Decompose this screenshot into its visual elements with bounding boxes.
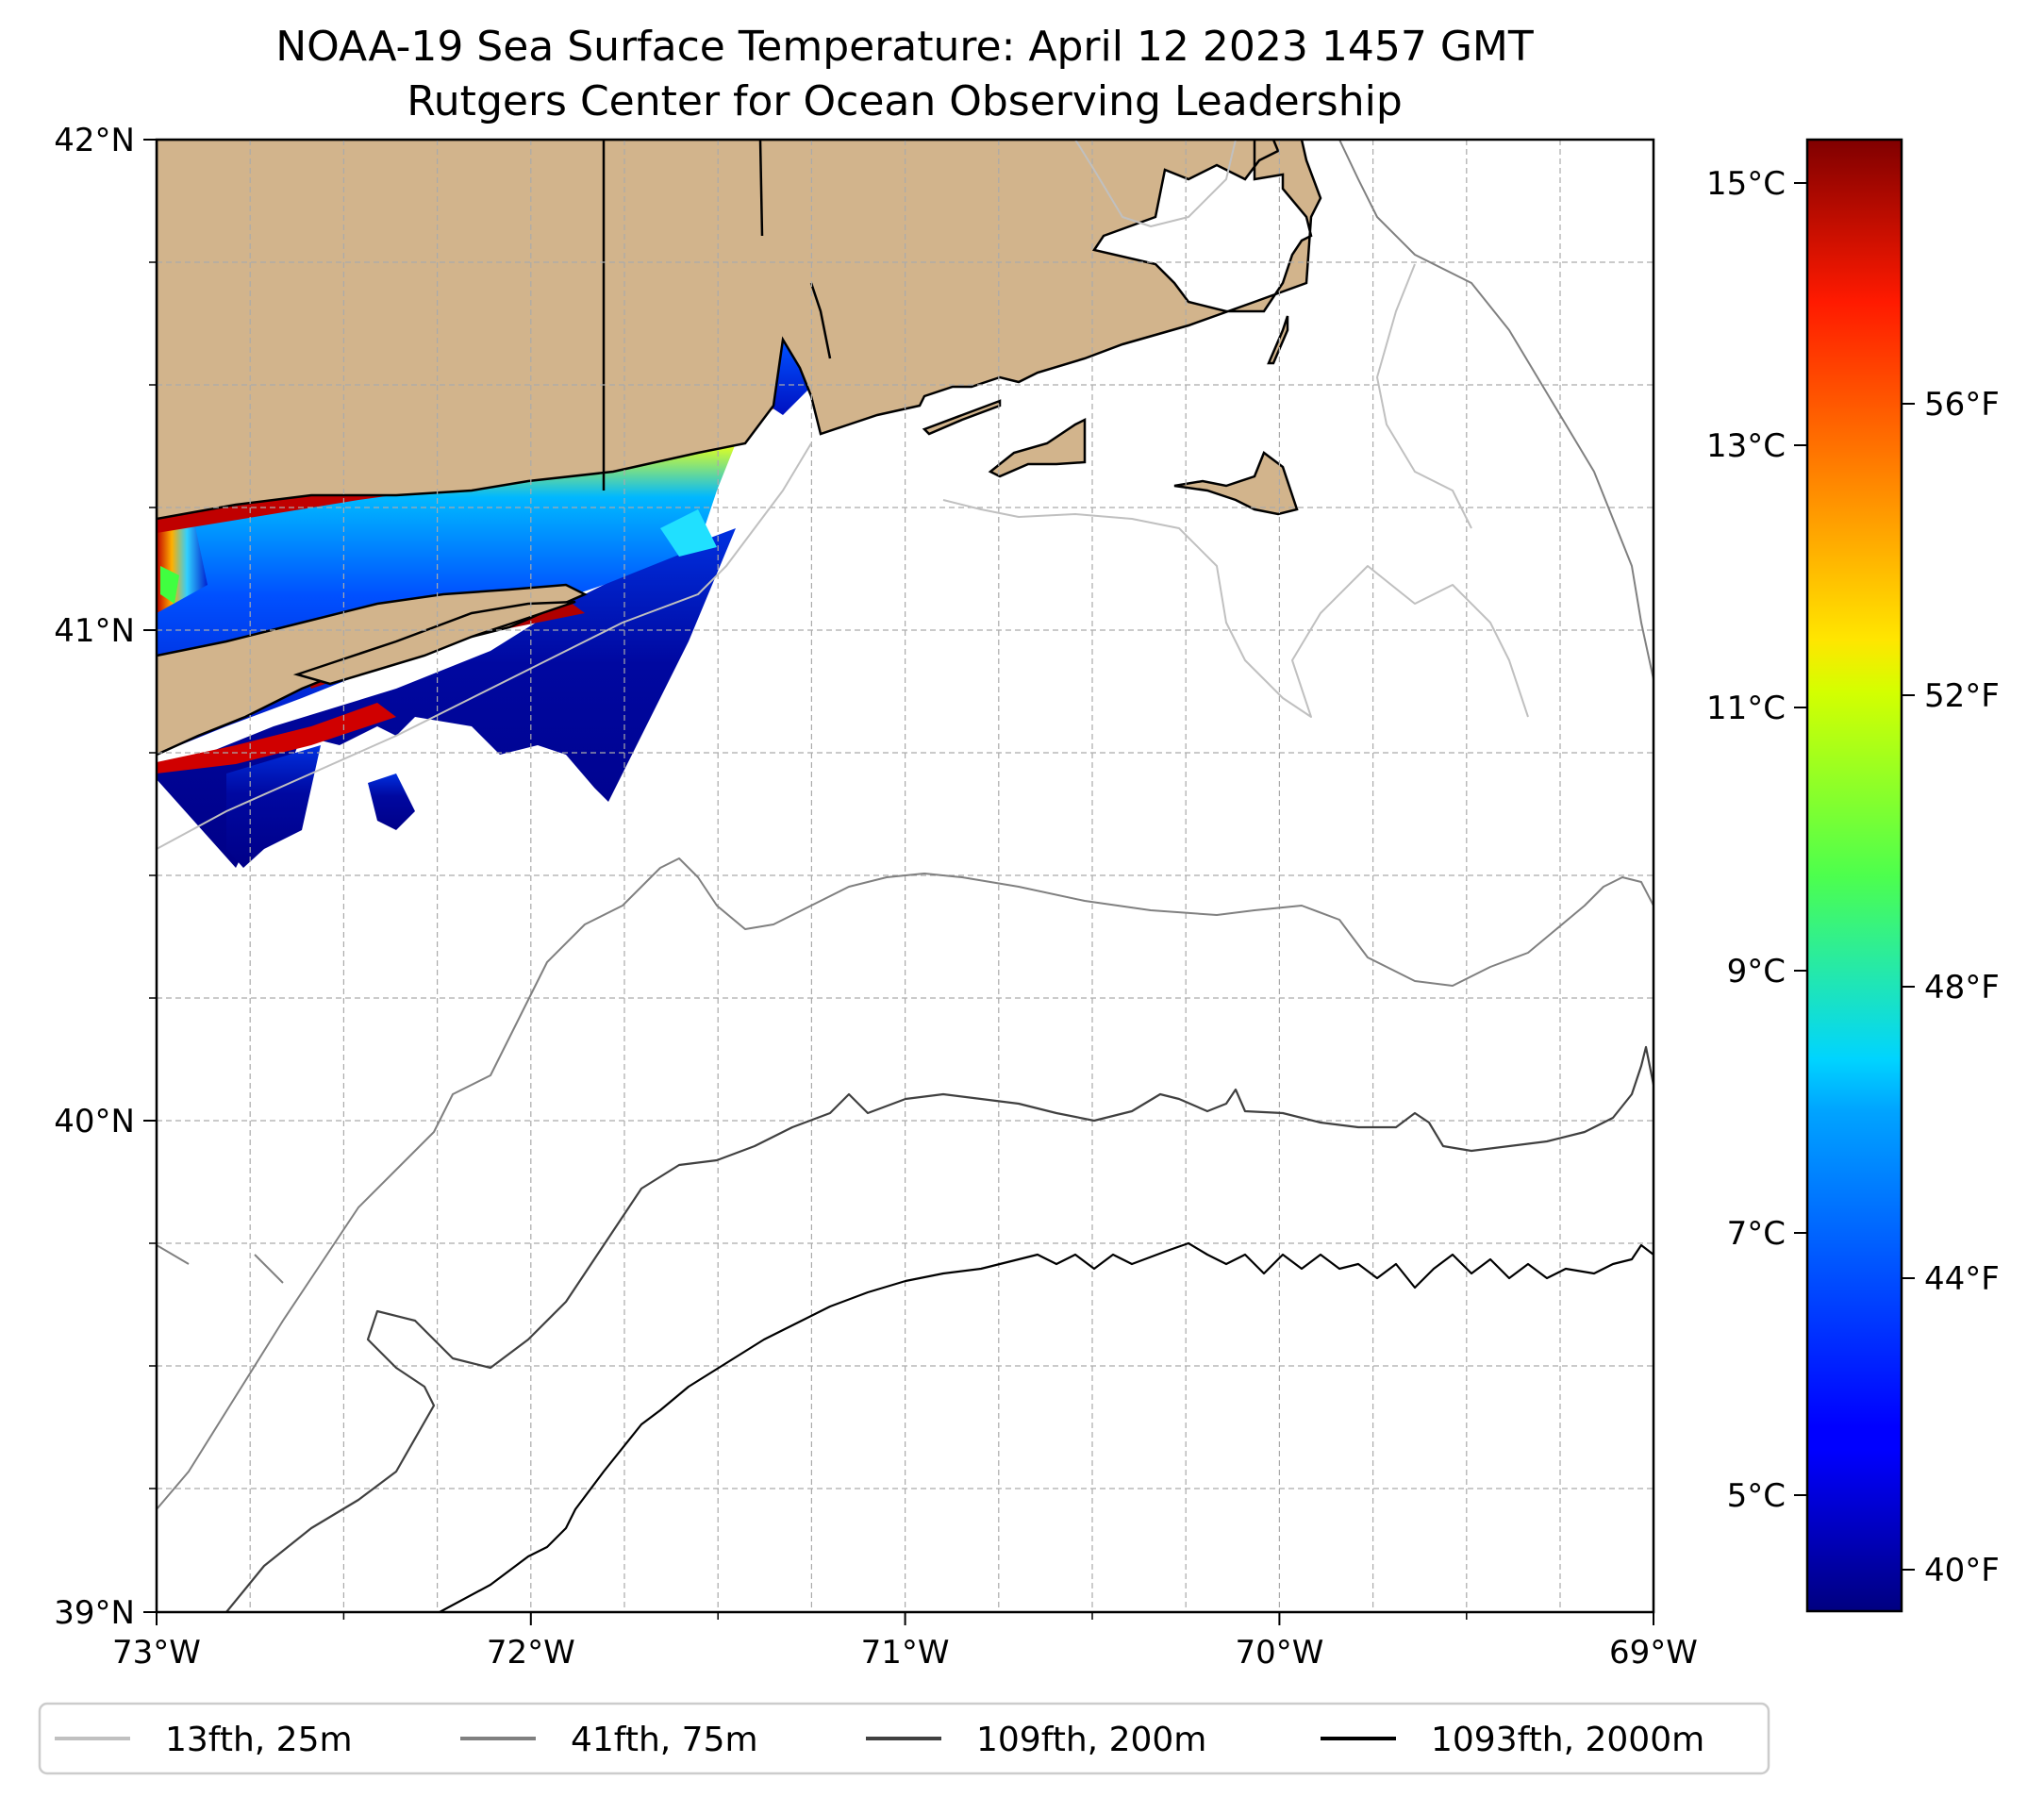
legend-label-25m: 13fth, 25m: [165, 1721, 353, 1759]
legend: 13fth, 25m 41fth, 75m 109fth, 200m 1093f…: [38, 1702, 1770, 1775]
colorbar-fahrenheit-label: 56°F: [1924, 386, 2000, 424]
title-line-1: NOAA-19 Sea Surface Temperature: April 1…: [275, 23, 1534, 71]
legend-label-200m: 109fth, 200m: [976, 1721, 1206, 1759]
axis-ticks: [143, 139, 1654, 1625]
colorbar-celsius-label: 15°C: [1706, 165, 1786, 203]
elizabeth-islands: [922, 399, 1002, 436]
legend-label-2000m: 1093fth, 2000m: [1431, 1721, 1704, 1759]
land: [157, 140, 1322, 757]
contour-2000m: [439, 1241, 1653, 1612]
lat-tick-label: 39°N: [54, 1594, 135, 1632]
monomoy: [1267, 315, 1289, 365]
lat-tick-label: 41°N: [54, 612, 135, 650]
colorbar-celsius-label: 5°C: [1727, 1477, 1786, 1515]
lon-tick-label: 71°W: [861, 1634, 950, 1672]
state-borders: [602, 140, 832, 491]
lon-tick-label: 72°W: [487, 1634, 575, 1672]
title-line-2: Rutgers Center for Ocean Observing Leade…: [407, 77, 1403, 125]
lat-tick-label: 42°N: [54, 122, 135, 159]
lon-tick-label: 70°W: [1235, 1634, 1323, 1672]
legend-label-75m: 41fth, 75m: [571, 1721, 758, 1759]
new-england-mainland: [157, 140, 1322, 521]
minor-ticks: [149, 261, 1468, 1620]
lon-tick-label: 73°W: [112, 1634, 201, 1672]
colorbar-fahrenheit-label: 44°F: [1924, 1260, 2000, 1298]
nantucket: [1173, 451, 1299, 516]
contour-75m: [157, 140, 1653, 1510]
colorbar: [1805, 138, 1903, 1613]
bathymetry: [157, 140, 1653, 1612]
colorbar-fahrenheit-label: 40°F: [1924, 1552, 2000, 1589]
colorbar-fahrenheit-label: 52°F: [1924, 677, 2000, 715]
contour-200m: [225, 1045, 1653, 1612]
marthas-vineyard: [988, 417, 1087, 478]
colorbar-celsius-label: 7°C: [1727, 1215, 1786, 1253]
map-area: [157, 140, 1653, 1612]
colorbar-ticks: [1794, 182, 1915, 1571]
lat-tick-label: 40°N: [54, 1103, 135, 1140]
contour-25m: [157, 140, 1529, 850]
colorbar-fahrenheit-label: 48°F: [1924, 969, 2000, 1007]
colorbar-celsius-label: 11°C: [1706, 690, 1786, 727]
long-island-north-fork: [292, 600, 576, 686]
lon-tick-label: 69°W: [1609, 1634, 1698, 1672]
colorbar-celsius-label: 13°C: [1706, 427, 1786, 465]
colorbar-celsius-label: 9°C: [1727, 953, 1786, 990]
